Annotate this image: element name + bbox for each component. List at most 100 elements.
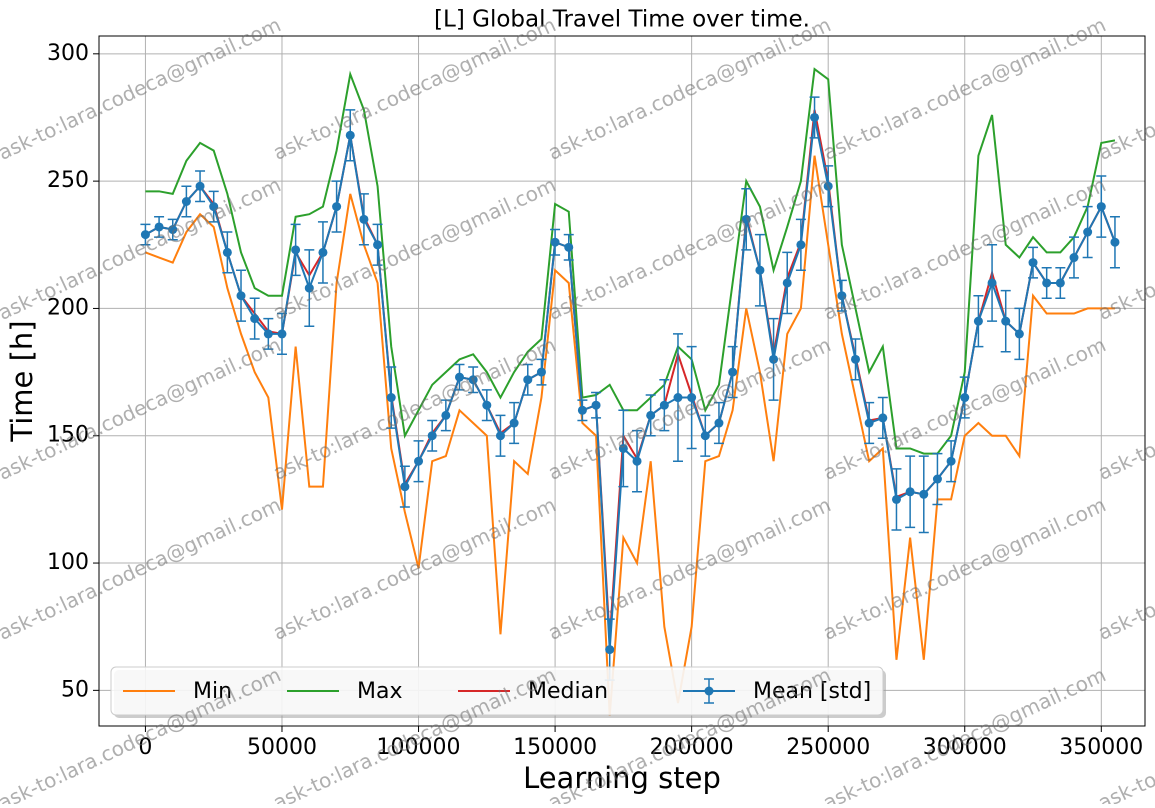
mean-marker — [1110, 237, 1120, 247]
mean-marker — [550, 237, 560, 247]
mean-marker — [209, 202, 219, 212]
mean-marker — [605, 645, 615, 655]
axes-frame — [98, 35, 1146, 727]
mean-marker — [932, 474, 942, 484]
x-tick-label: 150000 — [513, 735, 597, 760]
chart-title: [L] Global Travel Time over time. — [434, 7, 810, 33]
legend-label: Max — [357, 679, 402, 704]
mean-marker — [646, 410, 656, 420]
y-tick-label: 200 — [47, 295, 89, 320]
mean-marker — [782, 278, 792, 288]
mean-marker — [823, 181, 833, 191]
mean-marker — [987, 278, 997, 288]
mean-marker — [741, 214, 751, 224]
mean-marker — [878, 413, 888, 423]
mean-marker — [359, 214, 369, 224]
x-tick-label: 100000 — [377, 735, 461, 760]
mean-marker — [1069, 253, 1079, 263]
mean-marker — [400, 482, 410, 492]
mean-marker — [687, 393, 697, 403]
mean-marker — [386, 393, 396, 403]
mean-marker — [673, 393, 683, 403]
mean-marker — [769, 354, 779, 364]
y-tick-label: 250 — [47, 168, 89, 193]
mean-marker — [277, 329, 287, 339]
mean-marker — [564, 242, 574, 252]
mean-marker — [168, 225, 178, 235]
ticks: 0 50000 100000 150000 200000 250000 300000 3500… — [47, 41, 1143, 760]
mean-marker — [509, 418, 519, 428]
mean-marker — [536, 367, 546, 377]
y-tick-label: 100 — [47, 550, 89, 575]
mean-marker — [1042, 278, 1052, 288]
y-tick-label: 150 — [47, 423, 89, 448]
mean-marker — [577, 405, 587, 415]
legend-label: Mean [std] — [753, 679, 871, 704]
series-line — [145, 155, 1115, 716]
mean-marker — [905, 487, 915, 497]
mean-marker — [659, 400, 669, 410]
mean-marker — [441, 410, 451, 420]
mean-marker — [960, 393, 970, 403]
mean-marker — [304, 283, 314, 293]
mean-marker — [154, 222, 164, 232]
y-tick-label: 300 — [47, 41, 89, 66]
mean-marker — [591, 400, 601, 410]
x-tick-label: 250000 — [786, 735, 870, 760]
mean-marker — [864, 418, 874, 428]
mean-marker — [1028, 258, 1038, 268]
x-tick-label: 300000 — [923, 735, 1007, 760]
mean-marker — [427, 431, 437, 441]
mean-marker — [973, 316, 983, 326]
mean-marker — [728, 367, 738, 377]
y-axis-label: Time [h] — [5, 320, 39, 442]
mean-marker — [373, 240, 383, 250]
mean-marker — [263, 329, 273, 339]
mean-marker — [810, 112, 820, 122]
mean-marker — [455, 372, 465, 382]
x-axis-label: Learning step — [523, 761, 721, 795]
mean-marker — [632, 456, 642, 466]
mean-marker — [523, 375, 533, 385]
mean-marker — [1083, 227, 1093, 237]
mean-marker — [468, 375, 478, 385]
mean-marker — [495, 431, 505, 441]
mean-marker — [250, 314, 260, 324]
mean-marker — [332, 202, 342, 212]
mean-marker — [714, 418, 724, 428]
mean-marker — [414, 456, 424, 466]
plot-area — [140, 67, 1120, 716]
mean-marker — [195, 181, 205, 191]
series-line — [144, 117, 1116, 650]
mean-marker — [1096, 202, 1106, 212]
mean-marker — [796, 240, 806, 250]
legend-label: Min — [193, 679, 232, 704]
mean-marker — [700, 431, 710, 441]
mean-marker — [851, 354, 861, 364]
mean-marker — [1014, 329, 1024, 339]
mean-marker — [236, 291, 246, 301]
mean-marker — [919, 489, 929, 499]
mean-marker — [946, 456, 956, 466]
mean-marker — [318, 247, 328, 257]
mean-marker — [891, 494, 901, 504]
x-tick-label: 200000 — [650, 735, 734, 760]
mean-marker — [181, 196, 191, 206]
legend-label: Median — [528, 679, 608, 704]
mean-marker — [618, 443, 628, 453]
y-tick-label: 50 — [61, 677, 89, 702]
mean-marker — [345, 130, 355, 140]
x-tick-label: 350000 — [1059, 735, 1143, 760]
mean-marker — [482, 400, 492, 410]
series-line — [145, 67, 1116, 455]
mean-marker — [291, 245, 301, 255]
x-tick-label: 0 — [138, 735, 152, 760]
legend-marker — [704, 686, 714, 696]
mean-marker — [1055, 278, 1065, 288]
mean-marker — [1001, 316, 1011, 326]
mean-marker — [140, 230, 150, 240]
mean-marker — [755, 265, 765, 275]
mean-marker — [222, 247, 232, 257]
mean-marker — [837, 291, 847, 301]
